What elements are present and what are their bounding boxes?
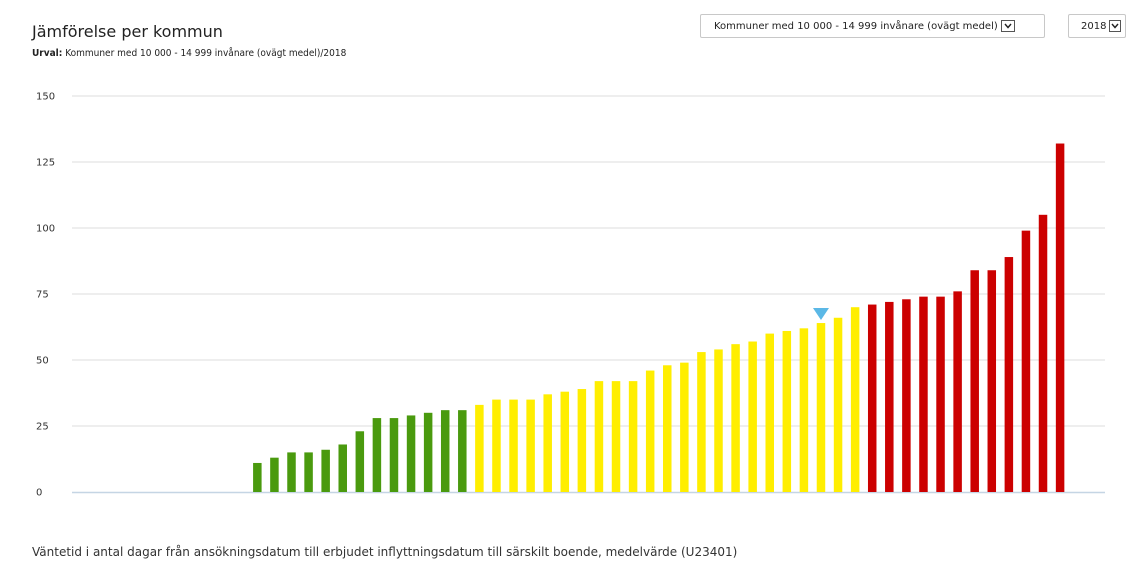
bar-yellow[interactable] <box>663 365 672 492</box>
page-title: Jämförelse per kommun <box>32 22 223 41</box>
y-tick-label: 75 <box>36 290 49 301</box>
bar-green[interactable] <box>338 444 347 492</box>
bar-yellow[interactable] <box>560 391 570 492</box>
bar-yellow[interactable] <box>509 399 518 492</box>
municipality-group-value: Kommuner med 10 000 - 14 999 invånare (o… <box>714 20 998 32</box>
bar-green[interactable] <box>355 431 365 492</box>
subtitle-label: Urval: <box>32 48 63 59</box>
y-tick-label: 150 <box>36 92 55 103</box>
bar-red[interactable] <box>1038 214 1048 493</box>
bar-yellow[interactable] <box>714 349 723 492</box>
bar-green[interactable] <box>423 412 433 492</box>
bar-yellow[interactable] <box>697 352 706 492</box>
bar-green[interactable] <box>270 457 279 492</box>
chevron-down-icon[interactable] <box>1000 20 1015 32</box>
bar-green[interactable] <box>458 410 467 492</box>
bar-yellow[interactable] <box>645 370 655 492</box>
bar-yellow[interactable] <box>799 328 809 492</box>
chevron-down-icon[interactable] <box>1109 20 1121 32</box>
bar-green[interactable] <box>321 449 330 492</box>
bar-yellow[interactable] <box>611 381 621 492</box>
bar-red[interactable] <box>1055 143 1065 492</box>
bar-red[interactable] <box>970 270 979 492</box>
bar-red[interactable] <box>1021 230 1031 492</box>
bar-red[interactable] <box>885 301 894 492</box>
year-select[interactable]: 2018 <box>1068 14 1126 38</box>
bar-yellow[interactable] <box>543 394 552 492</box>
bar-red[interactable] <box>902 299 911 492</box>
bar-yellow[interactable] <box>731 344 740 492</box>
bar-red[interactable] <box>987 270 997 492</box>
y-tick-label: 25 <box>36 422 49 433</box>
chart-panel: Jämförelse per kommun Urval: Kommuner me… <box>32 14 1126 499</box>
bar-yellow[interactable] <box>577 389 587 492</box>
bar-yellow[interactable] <box>628 381 638 492</box>
bar-green[interactable] <box>372 418 382 492</box>
bar-green[interactable] <box>440 410 450 492</box>
municipality-group-select[interactable]: Kommuner med 10 000 - 14 999 invånare (o… <box>700 14 1045 38</box>
triangle-down-marker <box>812 308 829 321</box>
bar-yellow[interactable] <box>680 362 689 492</box>
bar-red[interactable] <box>953 291 962 492</box>
bar-yellow[interactable] <box>816 323 826 492</box>
bar-yellow[interactable] <box>526 399 535 492</box>
y-tick-label: 125 <box>36 158 55 169</box>
bar-red[interactable] <box>919 296 928 492</box>
indicator-description: Väntetid i antal dagar från ansökningsda… <box>32 545 738 559</box>
bar-yellow[interactable] <box>748 341 757 492</box>
bar-yellow[interactable] <box>492 399 501 492</box>
bar-red[interactable] <box>867 304 877 492</box>
bar-green[interactable] <box>406 415 416 492</box>
bar-red[interactable] <box>1004 257 1014 492</box>
bar-chart: 0 25 50 75 100 125 150 <box>36 92 1105 499</box>
bar-yellow[interactable] <box>475 404 484 492</box>
bar-green[interactable] <box>389 418 399 492</box>
y-tick-label: 100 <box>36 224 55 235</box>
bar-green[interactable] <box>304 452 313 492</box>
bar-yellow[interactable] <box>594 381 604 492</box>
bar-yellow[interactable] <box>782 330 792 492</box>
subtitle-value: Kommuner med 10 000 - 14 999 invånare (o… <box>65 48 347 59</box>
bar-red[interactable] <box>936 296 945 492</box>
bar-yellow[interactable] <box>850 307 860 492</box>
y-tick-label: 0 <box>36 488 42 499</box>
bar-yellow[interactable] <box>833 317 843 492</box>
bar-green[interactable] <box>253 462 262 492</box>
y-tick-label: 50 <box>36 356 49 367</box>
bar-yellow[interactable] <box>765 333 774 492</box>
bar-green[interactable] <box>287 452 296 492</box>
selection-subtitle: Urval: Kommuner med 10 000 - 14 999 invå… <box>32 48 346 59</box>
year-value: 2018 <box>1081 20 1107 32</box>
